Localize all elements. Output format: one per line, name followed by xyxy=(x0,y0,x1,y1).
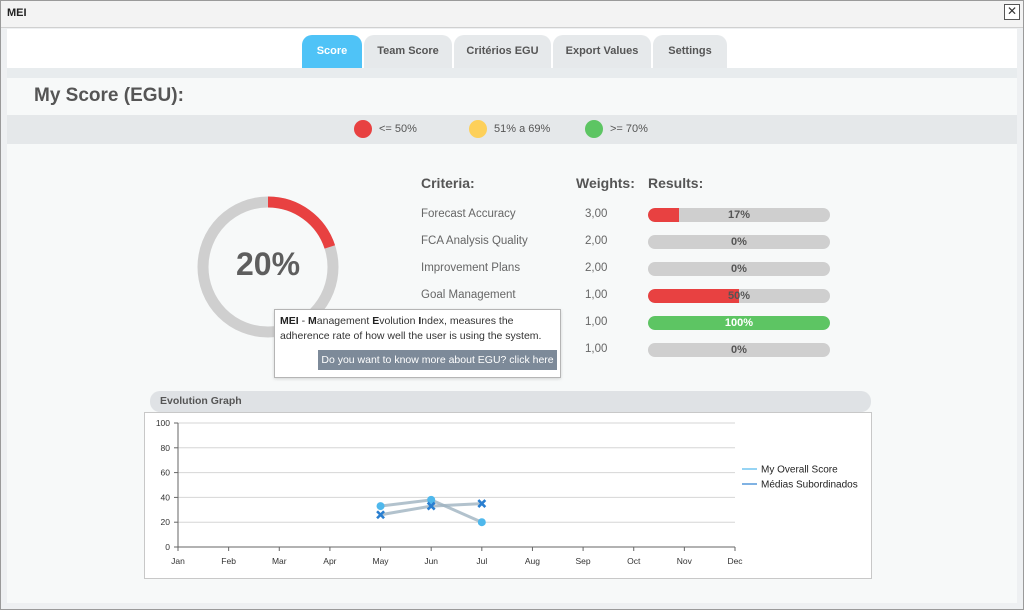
page-title: My Score (EGU): xyxy=(34,85,184,106)
result-bar: 17% xyxy=(648,208,830,222)
y-tick-label: 0 xyxy=(165,542,170,552)
result-bar: 0% xyxy=(648,235,830,249)
tooltip-text-part: anagement xyxy=(316,315,373,327)
x-tick-label: Mar xyxy=(272,556,287,566)
results-header: Results: xyxy=(648,175,704,191)
criteria-name: Forecast Accuracy xyxy=(421,208,516,220)
result-label: 50% xyxy=(727,290,751,302)
y-tick-label: 80 xyxy=(161,443,171,453)
criteria-weight: 3,00 xyxy=(585,208,608,220)
criteria-name: Improvement Plans xyxy=(421,262,521,274)
y-tick-label: 40 xyxy=(161,492,171,502)
criteria-name: FCA Analysis Quality xyxy=(421,235,528,247)
x-tick-label: Dec xyxy=(727,556,743,566)
main-content: Score Team Score Critérios EGU Export Va… xyxy=(7,29,1017,603)
tab-criterios-egu[interactable]: Critérios EGU xyxy=(454,35,551,68)
red-dot-icon xyxy=(354,120,372,138)
yellow-dot-icon xyxy=(469,120,487,138)
legend-item-mid: 51% a 69% xyxy=(469,120,550,138)
x-tick-label: May xyxy=(373,556,390,566)
legend-label: Médias Subordinados xyxy=(761,480,858,491)
legend-item-high: >= 70% xyxy=(585,120,648,138)
x-tick-label: Jan xyxy=(171,556,185,566)
legend-label: >= 70% xyxy=(610,123,648,135)
tab-score[interactable]: Score xyxy=(302,35,362,68)
result-bar-fill xyxy=(648,208,679,222)
mei-tooltip: MEI - Management Evolution Index, measur… xyxy=(274,309,561,378)
legend-item-low: <= 50% xyxy=(354,120,417,138)
x-tick-label: Sep xyxy=(576,556,591,566)
data-point xyxy=(477,518,486,527)
tab-export-values[interactable]: Export Values xyxy=(553,35,651,68)
result-label: 0% xyxy=(731,344,747,356)
y-tick-label: 20 xyxy=(161,517,171,527)
criteria-weight: 1,00 xyxy=(585,316,608,328)
tooltip-bold: I xyxy=(418,315,422,327)
score-value: 20% xyxy=(235,246,301,282)
criteria-header: Criteria: xyxy=(421,175,475,191)
x-tick-label: Apr xyxy=(323,556,336,566)
egu-info-link-button[interactable]: Do you want to know more about EGU? clic… xyxy=(318,350,557,370)
tooltip-bold: MEI xyxy=(280,315,299,327)
data-point xyxy=(477,499,487,509)
data-point xyxy=(376,510,385,520)
weights-header: Weights: xyxy=(576,175,635,191)
evolution-line-chart: 0 20 40 60 80 100 Jan Feb Mar Apr May Jun Jul Aug Sep O… xyxy=(156,418,858,566)
evolution-graph-title: Evolution Graph xyxy=(160,395,242,407)
tab-team-score[interactable]: Team Score xyxy=(364,35,452,68)
legend-label: My Overall Score xyxy=(761,465,838,476)
data-point xyxy=(376,502,385,511)
title-bar: MEI ✕ xyxy=(1,1,1023,28)
donut-arc xyxy=(197,196,339,338)
result-bar: 0% xyxy=(648,262,830,276)
x-tick-label: Jun xyxy=(424,556,438,566)
tooltip-text-line: adherence rate of how well the user is u… xyxy=(280,330,542,342)
criteria-weight: 2,00 xyxy=(585,262,608,274)
tab-bar-underline xyxy=(7,68,1017,78)
window-title: MEI xyxy=(7,7,27,19)
score-donut xyxy=(197,196,339,338)
result-label: 0% xyxy=(731,263,747,275)
tooltip-text-part: - xyxy=(298,315,309,327)
x-tick-label: Feb xyxy=(221,556,236,566)
tab-bar: Score Team Score Critérios EGU Export Va… xyxy=(7,29,1017,68)
criteria-weight: 2,00 xyxy=(585,235,608,247)
result-bar: 50% xyxy=(648,289,830,303)
result-bar-fill xyxy=(648,316,830,330)
result-label: 0% xyxy=(731,236,747,248)
result-label: 17% xyxy=(727,209,751,221)
tooltip-bold: M xyxy=(308,315,317,327)
evolution-graph-header: Evolution Graph xyxy=(150,391,871,412)
criteria-weight: 1,00 xyxy=(585,289,608,301)
x-tick-label: Nov xyxy=(677,556,693,566)
legend-label: <= 50% xyxy=(379,123,417,135)
tab-settings[interactable]: Settings xyxy=(653,35,727,68)
y-tick-label: 100 xyxy=(156,418,170,428)
x-tick-label: Aug xyxy=(525,556,540,566)
result-bar-fill xyxy=(648,289,739,303)
tooltip-text-part: volution xyxy=(379,315,419,327)
x-tick-label: Jul xyxy=(476,556,487,566)
score-legend: <= 50% 51% a 69% >= 70% xyxy=(7,115,1017,144)
criteria-name: Goal Management xyxy=(421,289,516,301)
tooltip-text-part: ndex, measures the xyxy=(421,315,514,327)
data-point xyxy=(426,501,436,511)
tooltip-bold: E xyxy=(372,315,380,327)
criteria-weight: 1,00 xyxy=(585,343,608,355)
legend-label: 51% a 69% xyxy=(494,123,551,135)
result-bar: 0% xyxy=(648,343,830,357)
data-point xyxy=(427,495,436,504)
y-tick-label: 60 xyxy=(161,468,171,478)
evolution-graph: 0 20 40 60 80 100 Jan Feb Mar Apr May Jun Jul Aug Sep O… xyxy=(144,412,872,579)
tooltip-text: MEI - Management Evolution Index, measur… xyxy=(280,314,550,344)
x-tick-label: Oct xyxy=(627,556,641,566)
green-dot-icon xyxy=(585,120,603,138)
result-bar: 100% xyxy=(648,316,830,330)
result-label: 100% xyxy=(724,317,754,329)
close-icon[interactable]: ✕ xyxy=(1004,4,1020,20)
